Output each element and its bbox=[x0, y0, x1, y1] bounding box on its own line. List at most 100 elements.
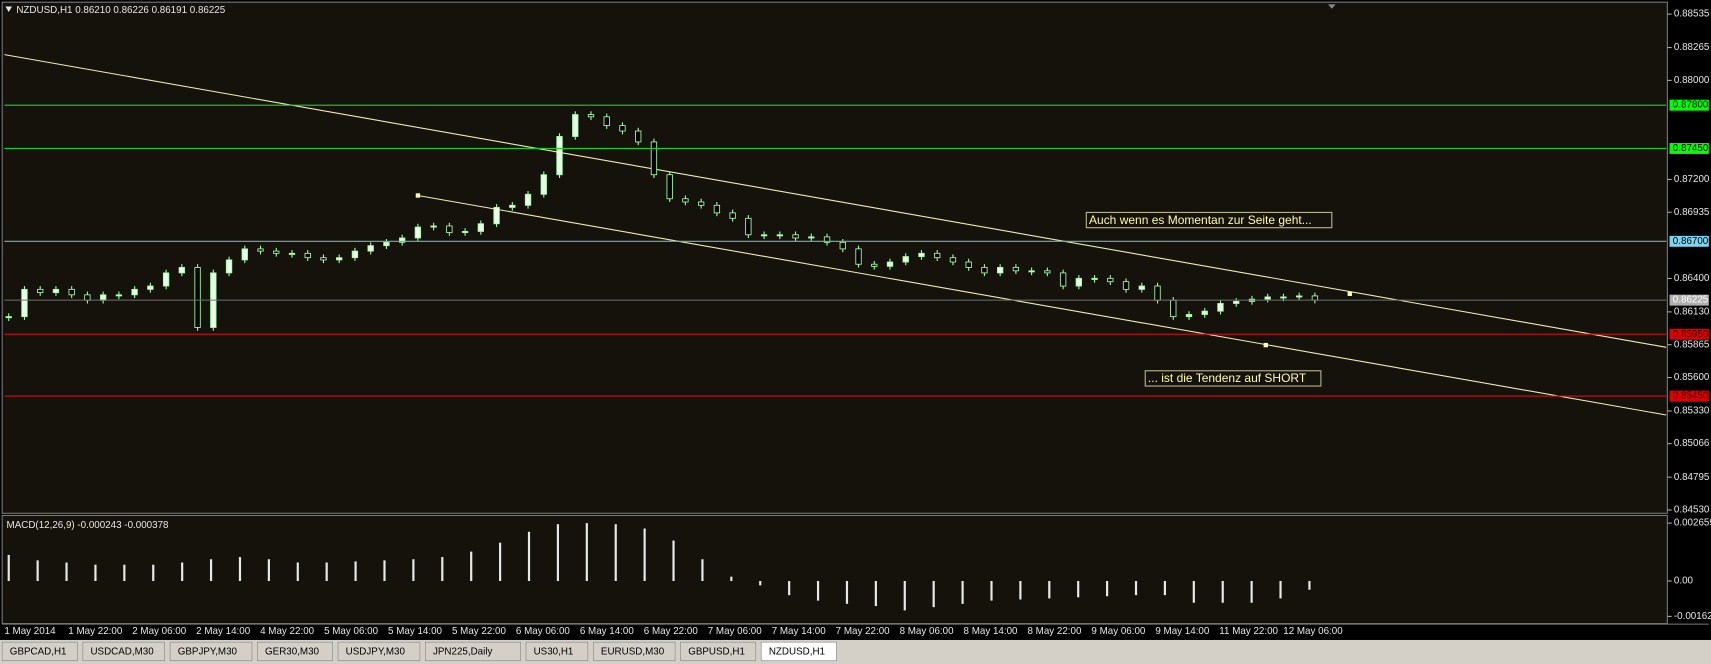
candle bbox=[115, 291, 123, 300]
candle-body bbox=[1059, 272, 1067, 287]
macd-bar bbox=[354, 561, 357, 582]
candle-body bbox=[729, 212, 736, 219]
candle-body bbox=[619, 125, 626, 132]
tab[interactable] bbox=[525, 641, 589, 662]
candle-body bbox=[745, 217, 752, 236]
candle-body bbox=[430, 225, 437, 228]
level-label: 0.85950 bbox=[1673, 329, 1709, 340]
candle-body bbox=[99, 294, 107, 301]
candle-body bbox=[414, 226, 422, 239]
time-label: 8 May 22:00 bbox=[1027, 626, 1082, 637]
candle bbox=[398, 234, 406, 246]
macd-bar bbox=[1308, 581, 1311, 590]
candle bbox=[823, 233, 831, 246]
time-label: 8 May 06:00 bbox=[900, 626, 955, 637]
level-label: 0.86225 bbox=[1673, 295, 1709, 306]
candle bbox=[1217, 300, 1224, 315]
tab[interactable] bbox=[169, 641, 253, 662]
candle bbox=[650, 138, 658, 179]
candle-body bbox=[304, 252, 311, 259]
candle-body bbox=[194, 267, 201, 328]
tab[interactable] bbox=[1, 641, 78, 662]
price-tick-label: 0.87200 bbox=[1674, 174, 1710, 185]
tab-label[interactable]: GBPJPY,M30 bbox=[178, 647, 238, 658]
level-label-bg bbox=[1669, 143, 1709, 154]
candle-body bbox=[1233, 300, 1240, 304]
candle bbox=[871, 260, 878, 270]
candle-body bbox=[273, 250, 280, 254]
macd-bar bbox=[845, 581, 849, 604]
trend-line bbox=[4, 54, 1667, 348]
candle-body bbox=[981, 267, 988, 274]
tab[interactable] bbox=[592, 641, 676, 662]
candle-body bbox=[383, 241, 390, 247]
trend-line bbox=[417, 194, 1667, 416]
macd-bar bbox=[701, 559, 704, 582]
time-label: 6 May 14:00 bbox=[580, 626, 635, 637]
macd-bar bbox=[383, 560, 386, 582]
macd-bar bbox=[1221, 581, 1224, 603]
price-tick-label: 0.86130 bbox=[1674, 306, 1710, 317]
menu-arrow[interactable] bbox=[5, 6, 13, 13]
macd-bar bbox=[296, 562, 299, 582]
tab-label[interactable]: USDCAD,M30 bbox=[90, 647, 154, 658]
tab-label[interactable]: GBPCAD,H1 bbox=[10, 647, 67, 658]
macd-bar bbox=[585, 523, 588, 582]
tab-label[interactable]: US30,H1 bbox=[534, 647, 574, 658]
trend-point bbox=[1263, 342, 1268, 348]
candle bbox=[131, 286, 138, 299]
candle-body bbox=[1138, 285, 1145, 290]
tab-label[interactable]: GBPUSD,H1 bbox=[688, 647, 745, 658]
candle bbox=[540, 171, 547, 198]
macd-bar bbox=[1192, 581, 1195, 603]
symbol: NZDUSD,H1 bbox=[16, 4, 72, 15]
candle bbox=[1107, 275, 1114, 285]
candle-body bbox=[996, 267, 1004, 274]
candle-body bbox=[556, 136, 563, 176]
time-label: 9 May 14:00 bbox=[1155, 626, 1210, 637]
macd-tick-label: 0.002659 bbox=[1674, 518, 1711, 529]
price-tick-label: 0.85330 bbox=[1674, 406, 1710, 417]
tab[interactable] bbox=[257, 641, 333, 662]
macd-tick-label: 0.00 bbox=[1674, 576, 1694, 587]
macd-bar bbox=[990, 581, 993, 601]
candle bbox=[383, 239, 390, 249]
candle-body bbox=[965, 261, 972, 268]
candle bbox=[1138, 282, 1145, 293]
candle bbox=[556, 133, 563, 179]
candle-body bbox=[446, 225, 453, 233]
macd-bar bbox=[1048, 581, 1051, 599]
time-label: 7 May 22:00 bbox=[836, 626, 891, 637]
candle-body bbox=[1217, 303, 1224, 312]
candle-body bbox=[697, 201, 705, 206]
tab[interactable] bbox=[680, 641, 757, 662]
tab-label[interactable]: USDJPY,M30 bbox=[346, 647, 406, 658]
candle bbox=[194, 264, 201, 331]
level-label-bg bbox=[1669, 235, 1709, 247]
candle-body bbox=[1295, 295, 1303, 298]
tab[interactable] bbox=[425, 641, 521, 662]
candle bbox=[697, 198, 705, 209]
time-label: 7 May 06:00 bbox=[708, 626, 763, 637]
candle-body bbox=[587, 114, 595, 118]
macd-bar bbox=[759, 581, 762, 586]
tab[interactable] bbox=[82, 641, 165, 662]
macd-bar bbox=[556, 524, 560, 582]
macd-bar bbox=[238, 557, 242, 582]
tab-label[interactable]: NZDUSD,H1 bbox=[769, 647, 825, 658]
tab-label[interactable]: EURUSD,M30 bbox=[601, 647, 665, 658]
tab-label[interactable]: GER30,M30 bbox=[265, 647, 320, 658]
macd-bar bbox=[470, 551, 473, 582]
price-tick-label: 0.84795 bbox=[1674, 472, 1710, 483]
time-label: 9 May 06:00 bbox=[1091, 626, 1146, 637]
candle-body bbox=[1107, 277, 1114, 283]
candle bbox=[745, 215, 752, 239]
tab[interactable] bbox=[760, 641, 837, 662]
candle-body bbox=[713, 204, 721, 214]
tab[interactable] bbox=[337, 641, 421, 662]
candle-body bbox=[949, 257, 957, 263]
candle-body bbox=[336, 257, 343, 261]
tab-label[interactable]: JPN225,Daily bbox=[433, 647, 493, 658]
time-label: 2 May 06:00 bbox=[132, 626, 187, 637]
